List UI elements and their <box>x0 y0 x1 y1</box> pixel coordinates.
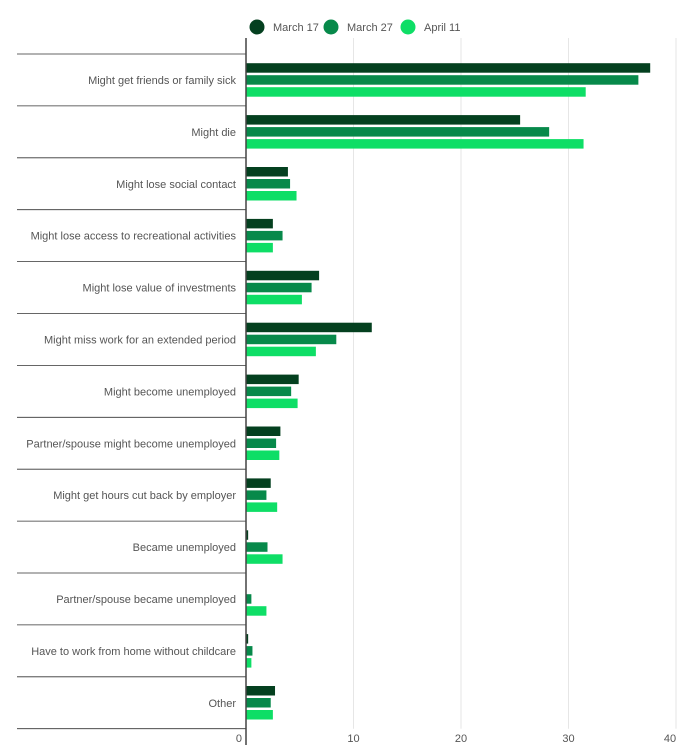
bar-11-1 <box>246 646 253 656</box>
category-label-5: Might miss work for an extended period <box>44 334 236 346</box>
bar-2-0 <box>246 167 288 177</box>
bar-1-0 <box>246 115 521 125</box>
legend-label-1: March 27 <box>347 22 393 34</box>
bar-0-2 <box>246 87 586 97</box>
bar-6-2 <box>246 398 298 409</box>
bar-9-0 <box>246 530 249 540</box>
bar-2-2 <box>246 191 297 201</box>
category-label-12: Other <box>208 698 236 710</box>
bar-12-1 <box>246 698 271 708</box>
bar-3-1 <box>246 230 283 241</box>
bar-0-1 <box>246 75 639 85</box>
legend: March 17 March 27 April 11 <box>249 19 460 35</box>
bar-0-0 <box>246 63 651 73</box>
bar-7-2 <box>246 450 280 460</box>
category-label-11: Have to work from home without childcare <box>31 646 236 658</box>
category-label-8: Might get hours cut back by employer <box>53 490 236 502</box>
x-axis-ticks: 0 10 20 30 40 <box>236 733 676 745</box>
bar-3-0 <box>246 218 273 229</box>
category-label-2: Might lose social contact <box>116 179 236 191</box>
bar-8-0 <box>246 478 271 488</box>
bar-4-2 <box>246 294 302 305</box>
bar-12-2 <box>246 710 273 720</box>
legend-swatch-0 <box>249 19 265 35</box>
tick-label-4: 40 <box>664 733 676 745</box>
category-label-0: Might get friends or family sick <box>88 75 236 87</box>
bar-9-1 <box>246 542 268 552</box>
category-label-10: Partner/spouse became unemployed <box>56 594 236 606</box>
category-label-7: Partner/spouse might become unemployed <box>26 438 236 450</box>
bar-1-1 <box>246 127 550 137</box>
bar-5-2 <box>246 346 316 357</box>
bar-1-2 <box>246 139 584 149</box>
tick-label-0: 0 <box>236 733 242 745</box>
bar-5-1 <box>246 334 337 345</box>
category-label-4: Might lose value of investments <box>83 283 237 295</box>
bar-4-0 <box>246 270 320 281</box>
bar-8-2 <box>246 502 278 512</box>
bar-2-1 <box>246 179 291 189</box>
bar-6-1 <box>246 386 292 397</box>
row-separators <box>17 53 246 730</box>
tick-label-1: 10 <box>347 733 359 745</box>
category-label-9: Became unemployed <box>133 542 236 554</box>
bar-9-2 <box>246 554 283 564</box>
category-label-3: Might lose access to recreational activi… <box>31 231 237 243</box>
bar-10-2 <box>246 606 267 616</box>
category-label-1: Might die <box>191 127 236 139</box>
bar-12-0 <box>246 686 276 696</box>
bar-10-1 <box>246 594 252 604</box>
bar-7-0 <box>246 426 281 436</box>
legend-label-0: March 17 <box>273 22 319 34</box>
category-label-6: Might become unemployed <box>104 386 236 398</box>
bar-6-0 <box>246 374 299 385</box>
bar-4-1 <box>246 282 312 293</box>
legend-label-2: April 11 <box>424 22 460 34</box>
bar-8-1 <box>246 490 267 500</box>
tick-label-2: 20 <box>455 733 467 745</box>
legend-swatch-1 <box>323 19 339 35</box>
tick-label-3: 30 <box>562 733 574 745</box>
bar-5-0 <box>246 322 372 333</box>
bar-3-2 <box>246 242 273 253</box>
bar-7-1 <box>246 438 277 448</box>
bar-11-0 <box>246 634 249 644</box>
category-labels: Might get friends or family sick Might di… <box>26 75 236 710</box>
bars <box>246 63 651 720</box>
legend-swatch-2 <box>400 19 416 35</box>
gridlines <box>353 38 677 729</box>
bar-11-2 <box>246 658 252 668</box>
